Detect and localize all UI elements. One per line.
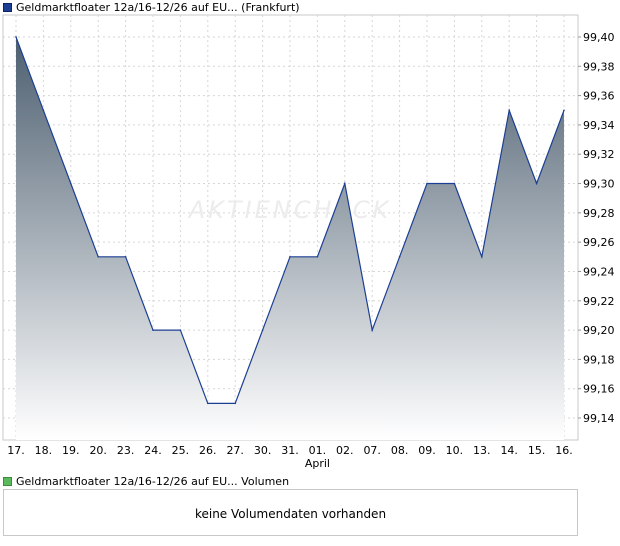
price-point (289, 256, 291, 258)
price-point (535, 182, 538, 185)
x-tick-label: 08. (391, 444, 409, 457)
x-tick-label: 02. (336, 444, 354, 457)
x-tick-label: 16. (555, 444, 573, 457)
x-tick-label: 13. (473, 444, 491, 457)
price-point (42, 109, 45, 112)
price-chart: AKTIENCHECK 99,14 99,16 99,18 99,20 99,22 99,2… (2, 14, 615, 470)
price-point (207, 402, 209, 405)
volume-legend-label: Geldmarktfloater 12a/16-12/26 auf EU... … (16, 474, 290, 488)
x-tick-label: 18. (35, 444, 53, 457)
price-point (124, 256, 127, 258)
x-tick-label: 23. (117, 444, 135, 457)
volume-panel: keine Volumendaten vorhanden (3, 489, 578, 536)
y-tick-label: 99,18 (583, 353, 615, 366)
y-tick-label: 99,16 (583, 383, 615, 396)
price-point (481, 256, 483, 258)
y-tick-label: 99,34 (583, 119, 615, 132)
x-tick-label: 10. (446, 444, 464, 457)
x-tick-label: 24. (144, 444, 162, 457)
x-tick-label: 15. (528, 444, 546, 457)
watermark-text: AKTIENCHECK (187, 196, 391, 224)
y-tick-label: 99,32 (583, 148, 615, 161)
y-tick-label: 99,36 (583, 90, 615, 103)
price-point (398, 256, 401, 258)
price-point (179, 329, 182, 331)
y-tick-label: 99,20 (583, 324, 615, 337)
y-tick-label: 99,26 (583, 236, 615, 249)
price-legend: Geldmarktfloater 12a/16-12/26 auf EU... … (3, 0, 300, 14)
month-label: April (305, 457, 330, 470)
price-legend-swatch (3, 2, 12, 12)
price-point (508, 109, 511, 112)
x-tick-label: 25. (172, 444, 190, 457)
y-tick-label: 99,38 (583, 60, 615, 73)
x-tick-label: 14. (500, 444, 518, 457)
y-tick-label: 99,24 (583, 265, 615, 278)
y-tick-label: 99,40 (583, 31, 615, 44)
y-tick-label: 99,30 (583, 178, 615, 191)
price-point (261, 329, 264, 331)
price-point (15, 36, 17, 38)
price-point (234, 402, 236, 405)
price-point (453, 182, 456, 185)
price-point (152, 329, 154, 331)
y-tick-label: 99,22 (583, 295, 615, 308)
x-tick-label: 20. (89, 444, 107, 457)
volume-legend-swatch (3, 476, 12, 486)
y-tick-label: 99,28 (583, 207, 615, 220)
price-area (16, 37, 564, 440)
x-tick-label: 01. (309, 444, 327, 457)
volume-legend: Geldmarktfloater 12a/16-12/26 auf EU... … (3, 474, 289, 488)
price-point (371, 329, 374, 331)
price-point (97, 256, 99, 258)
x-tick-label: 31. (281, 444, 299, 457)
price-point (563, 109, 565, 112)
x-tick-label: 26. (199, 444, 217, 457)
price-point (70, 182, 72, 185)
price-point (344, 182, 346, 185)
price-point (426, 182, 428, 185)
x-tick-label: 27. (226, 444, 244, 457)
x-tick-label: 17. (7, 444, 25, 457)
price-point (316, 256, 319, 258)
x-tick-label: 09. (418, 444, 436, 457)
no-volume-message: keine Volumendaten vorhanden (194, 507, 387, 521)
price-legend-label: Geldmarktfloater 12a/16-12/26 auf EU... … (16, 0, 300, 14)
x-tick-label: 30. (254, 444, 272, 457)
x-tick-label: 19. (62, 444, 80, 457)
y-tick-label: 99,14 (583, 412, 615, 425)
x-tick-label: 07. (363, 444, 381, 457)
